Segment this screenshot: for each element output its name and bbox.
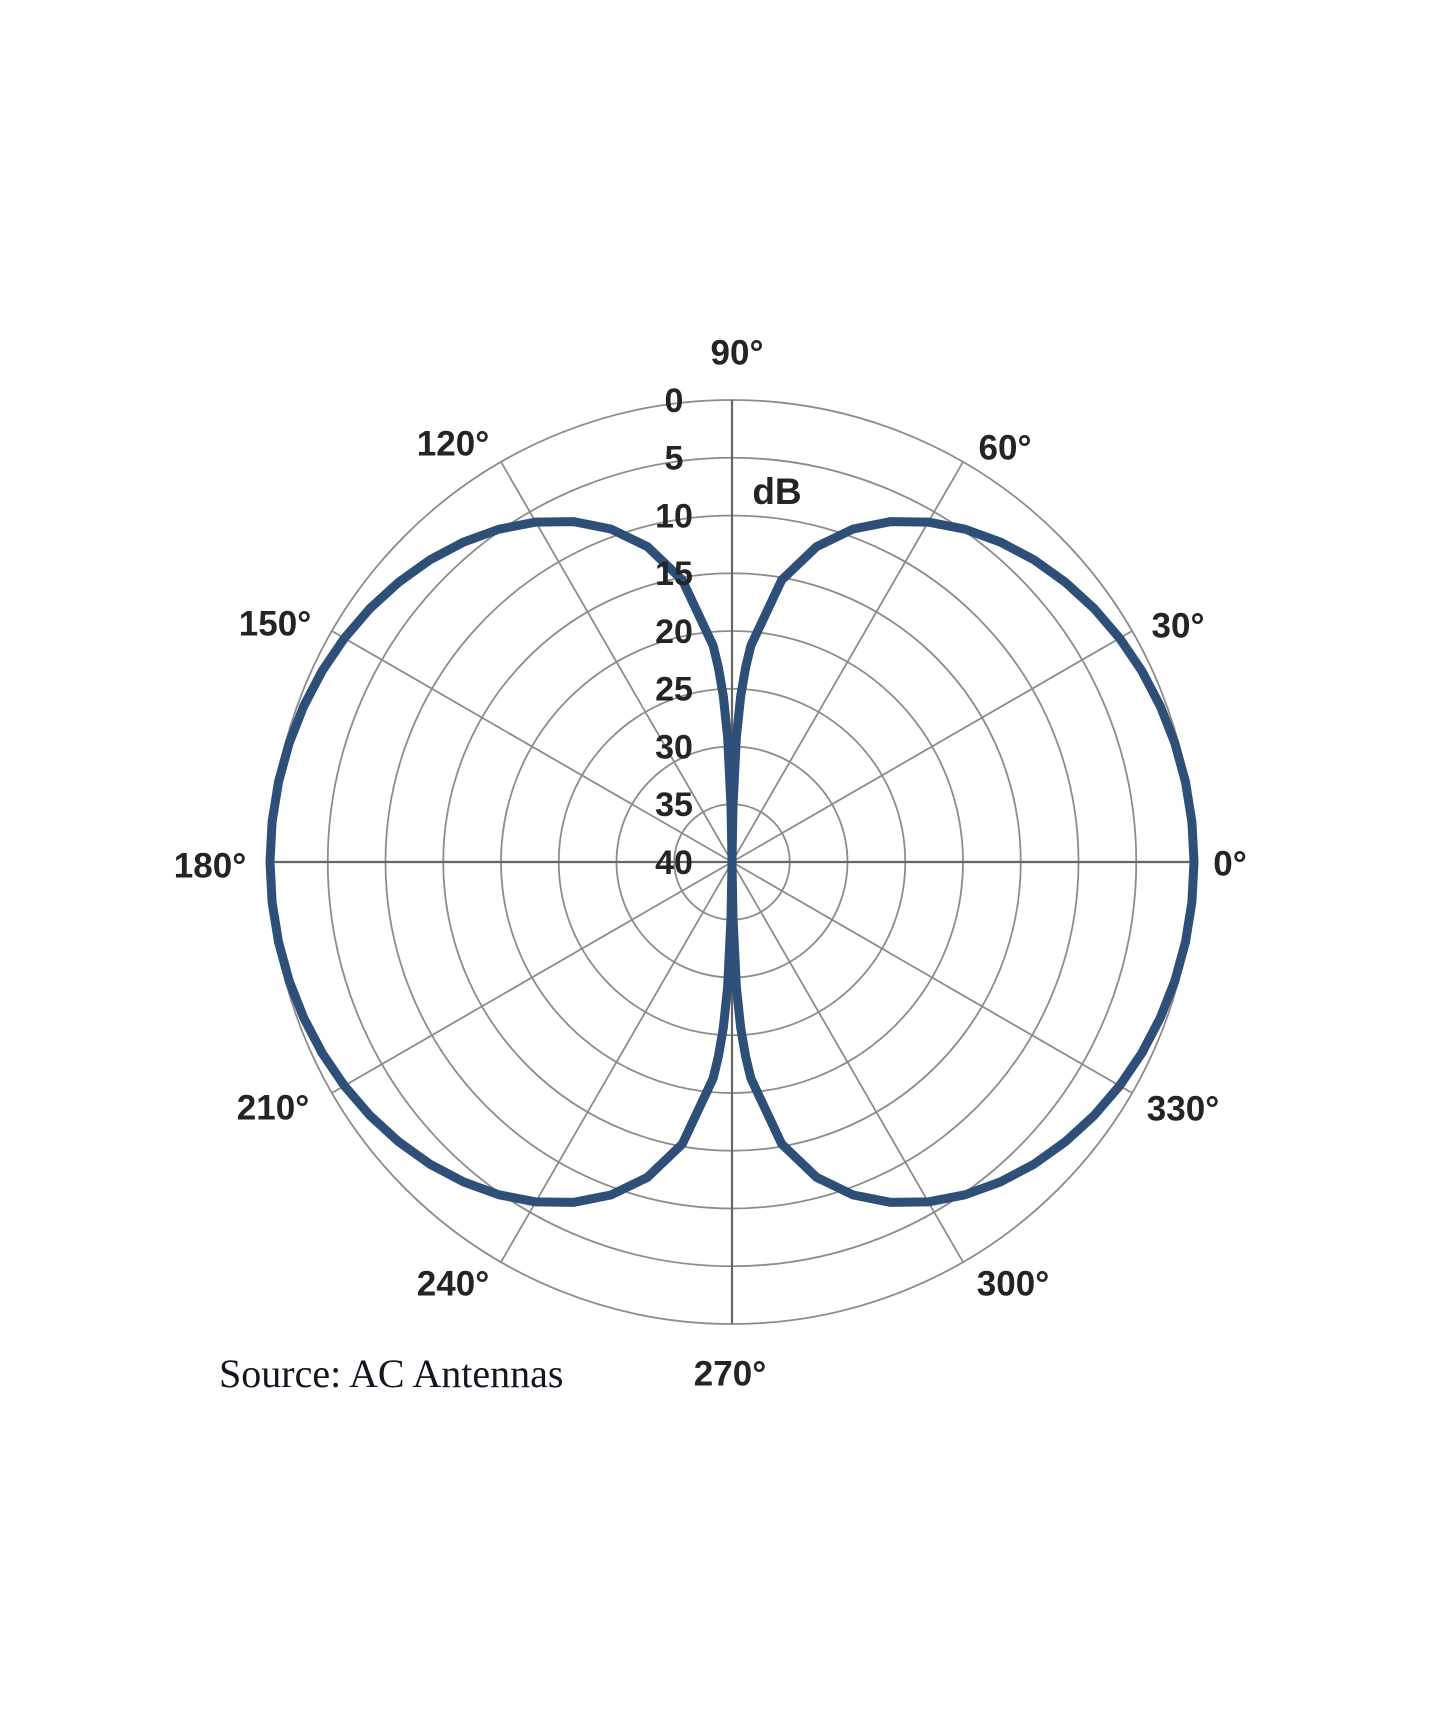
angle-tick-label: 180° [174, 846, 246, 885]
angle-tick-label: 150° [239, 604, 311, 643]
radial-tick-label: 0 [665, 382, 684, 420]
radial-tick-label: 20 [655, 613, 693, 651]
radial-tick-label: 5 [665, 440, 684, 478]
angle-tick-label: 330° [1147, 1089, 1219, 1128]
angle-tick-label: 300° [977, 1264, 1049, 1303]
db-unit-label: dB [752, 471, 801, 512]
radiation-pattern-curve [265, 517, 1199, 1207]
angle-tick-label: 0° [1213, 844, 1246, 883]
angle-tick-label: 30° [1152, 606, 1205, 645]
radiation-pattern-series [265, 517, 1199, 1207]
source-note: Source: AC Antennas [219, 1351, 564, 1396]
angle-tick-label: 120° [417, 424, 489, 463]
radial-tick-label: 35 [655, 786, 693, 824]
radial-tick-label: 10 [655, 497, 693, 535]
angle-tick-label: 90° [711, 333, 764, 372]
radial-tick-label: 30 [655, 728, 693, 766]
angle-tick-label: 210° [237, 1088, 309, 1127]
angle-tick-label: 270° [694, 1354, 766, 1393]
chart-labels: 0° 30° 60° 90° 120° 150° 180° 210° 240° 270° 300° 3… [174, 333, 1247, 1393]
angle-tick-label: 60° [979, 428, 1032, 467]
radial-tick-label: 40 [655, 844, 693, 882]
angle-tick-label: 240° [417, 1264, 489, 1303]
radial-tick-label: 25 [655, 671, 693, 709]
radial-tick-label: 15 [655, 555, 693, 593]
